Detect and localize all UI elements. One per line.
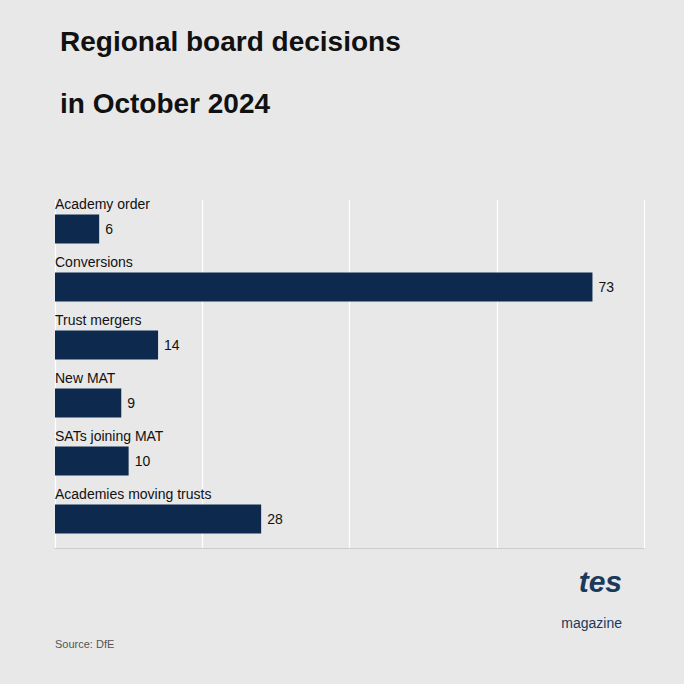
svg-text:SATs joining MAT: SATs joining MAT [55, 428, 164, 444]
svg-text:Regional board decisions: Regional board decisions [60, 26, 401, 57]
svg-text:14: 14 [164, 337, 180, 353]
svg-text:9: 9 [127, 395, 135, 411]
svg-text:Academies moving trusts: Academies moving trusts [55, 486, 211, 502]
svg-text:Academy order: Academy order [55, 196, 150, 212]
svg-text:Source: DfE: Source: DfE [55, 638, 114, 650]
svg-text:Conversions: Conversions [55, 254, 133, 270]
svg-text:in October 2024: in October 2024 [60, 88, 271, 119]
svg-text:28: 28 [267, 511, 283, 527]
svg-text:10: 10 [135, 453, 151, 469]
svg-text:New MAT: New MAT [55, 370, 116, 386]
svg-text:6: 6 [105, 221, 113, 237]
svg-text:Trust mergers: Trust mergers [55, 312, 142, 328]
svg-text:tes: tes [579, 565, 622, 598]
svg-text:magazine: magazine [561, 615, 622, 631]
svg-text:73: 73 [598, 279, 614, 295]
